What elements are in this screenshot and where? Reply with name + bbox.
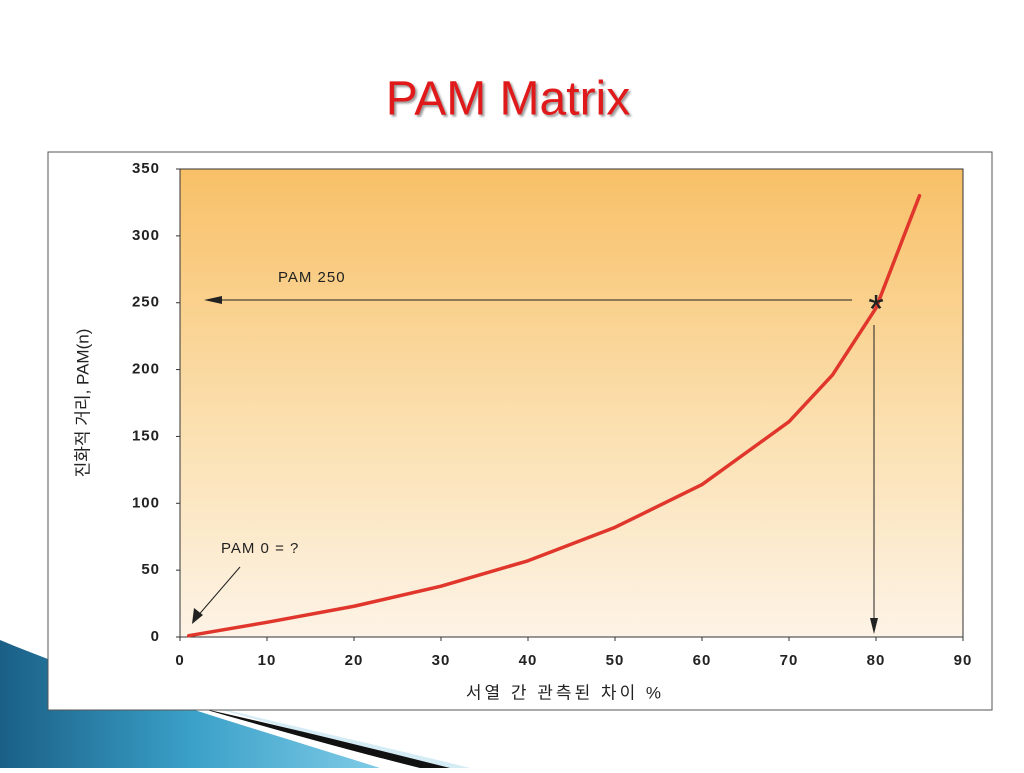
y-tick-label: 300 <box>132 227 160 244</box>
y-tick-label: 250 <box>132 294 160 311</box>
x-tick-label: 20 <box>345 652 364 669</box>
chart: 0 50 100 150 200 250 300 350 0 10 20 30 40 50 60 70 80 90… <box>73 160 973 703</box>
slide-title: PAM Matrix <box>386 73 630 126</box>
y-tick-label: 0 <box>151 628 160 645</box>
x-tick-label: 60 <box>693 652 712 669</box>
data-line <box>186 193 922 638</box>
y-tick-label: 100 <box>132 494 160 511</box>
y-tick-label: 350 <box>132 160 160 177</box>
swoosh-light <box>150 690 470 768</box>
x-tick-label: 40 <box>519 652 538 669</box>
x-tick-label: 0 <box>175 652 184 669</box>
arrow-diag <box>195 566 241 619</box>
annotation: PAM 0 = ? <box>221 540 299 557</box>
x-tick-label: 50 <box>606 652 625 669</box>
y-axis-label: 진화적 거리, PAM(n) <box>73 329 92 478</box>
y-tick-label: 50 <box>141 561 160 578</box>
swoosh <box>0 640 380 768</box>
arrowhead <box>204 296 222 304</box>
annotation: PAM 250 <box>278 269 346 286</box>
x-tick-label: 70 <box>780 652 799 669</box>
x-axis-label: 서열 간 관측된 차이 % <box>466 683 664 702</box>
x-tick-label: 80 <box>867 652 886 669</box>
x-tick-label: 90 <box>954 652 973 669</box>
swoosh-dark <box>200 708 450 768</box>
arrowhead <box>192 608 203 624</box>
x-tick-label: 30 <box>432 652 451 669</box>
y-tick-label: 200 <box>132 361 160 378</box>
plot-area <box>179 168 964 638</box>
annotation-marker: * <box>868 288 884 332</box>
x-tick-label: 10 <box>258 652 277 669</box>
arrowhead <box>870 618 878 634</box>
y-tick-label: 150 <box>132 427 160 444</box>
